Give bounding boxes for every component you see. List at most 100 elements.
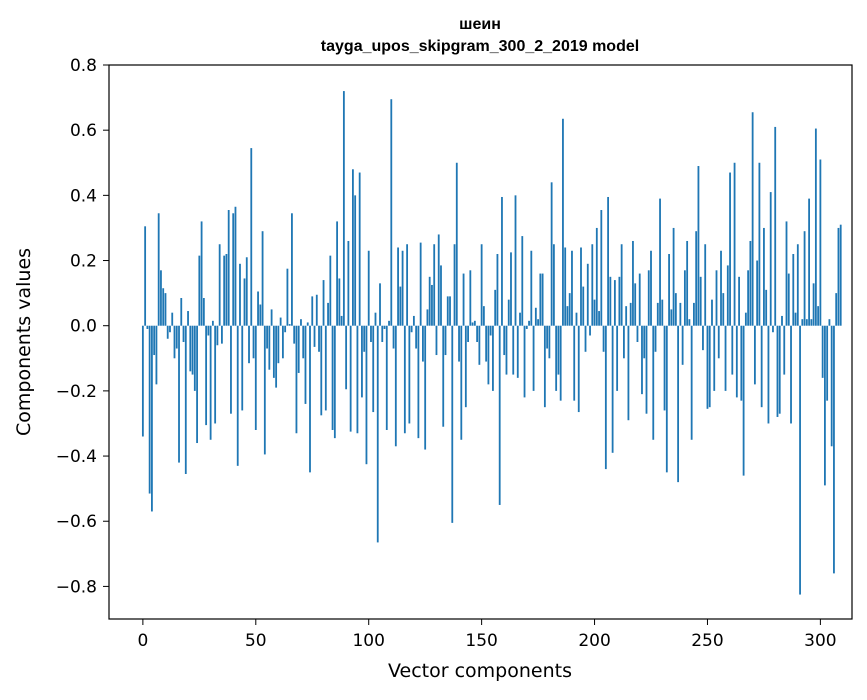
bar-117 [406, 244, 409, 326]
bar-74 [309, 325, 311, 473]
bar-25 [198, 255, 201, 326]
bar-12 [169, 325, 171, 333]
bar-187 [564, 247, 567, 326]
bar-245 [695, 231, 698, 326]
bar-238 [679, 302, 682, 326]
bar-97 [361, 325, 363, 398]
bar-67 [293, 325, 296, 344]
bar-128 [431, 284, 433, 326]
bar-100 [367, 250, 370, 326]
bar-166 [516, 325, 519, 378]
bar-64 [286, 268, 289, 326]
bar-209 [613, 280, 616, 326]
bar-173 [532, 325, 535, 391]
bar-60 [277, 325, 280, 364]
bar-207 [609, 276, 612, 326]
bar-160 [503, 325, 506, 356]
bar-131 [437, 234, 440, 326]
bar-42 [236, 325, 239, 466]
bar-114 [399, 286, 402, 326]
bar-213 [623, 325, 625, 359]
bar-257 [722, 293, 725, 326]
bar-115 [401, 250, 404, 326]
y-tick-label-6: 0.4 [70, 186, 97, 206]
bar-68 [295, 325, 298, 434]
bar-197 [586, 263, 589, 326]
bar-194 [580, 247, 582, 326]
bar-65 [288, 324, 291, 326]
bar-284 [783, 325, 786, 375]
bar-39 [230, 325, 232, 414]
bar-181 [550, 182, 553, 326]
bar-182 [552, 244, 555, 326]
bar-134 [444, 325, 447, 356]
bar-206 [607, 196, 609, 326]
bar-260 [729, 172, 731, 326]
bar-11 [166, 325, 169, 339]
bar-281 [776, 325, 779, 417]
y-axis-ticks: −0.8 −0.6 −0.4 −0.2 0.0 0.2 0.4 0.6 0.8 [56, 56, 109, 597]
bar-22 [191, 325, 194, 375]
bar-8 [160, 270, 162, 326]
bar-172 [530, 250, 533, 326]
bar-76 [313, 325, 316, 347]
bar-119 [410, 325, 413, 333]
bar-167 [519, 312, 521, 326]
bar-145 [469, 270, 472, 326]
bar-61 [279, 317, 282, 326]
bar-32 [214, 325, 217, 424]
bar-244 [693, 302, 695, 326]
bar-263 [735, 325, 738, 398]
bar-103 [374, 312, 377, 326]
bar-0 [141, 325, 144, 437]
bar-18 [182, 325, 185, 342]
bar-26 [200, 221, 203, 326]
bar-222 [643, 325, 646, 359]
bar-121 [415, 325, 418, 349]
bar-184 [557, 325, 560, 375]
bar-152 [485, 325, 488, 362]
bar-47 [248, 325, 250, 364]
bar-99 [365, 325, 368, 465]
bar-116 [403, 325, 406, 434]
bar-91 [347, 240, 350, 326]
bar-300 [819, 159, 822, 326]
bar-179 [546, 325, 549, 349]
x-tick-label-1: 50 [245, 631, 267, 651]
bar-226 [652, 325, 655, 440]
bar-137 [451, 325, 454, 523]
bar-192 [575, 312, 578, 326]
bar-227 [654, 325, 657, 352]
chart-title-line1: шеин [459, 16, 501, 33]
bar-293 [803, 231, 806, 326]
bar-28 [205, 325, 208, 426]
bar-4 [151, 325, 153, 512]
bar-162 [507, 299, 510, 326]
bar-66 [291, 213, 293, 326]
bar-180 [548, 325, 551, 359]
bar-107 [383, 325, 386, 329]
bar-30 [209, 325, 212, 440]
bar-168 [521, 236, 524, 326]
bar-82 [327, 302, 329, 326]
bar-202 [598, 311, 600, 326]
bar-120 [412, 315, 415, 326]
bar-258 [724, 325, 727, 391]
bar-242 [688, 319, 691, 326]
bar-2 [146, 325, 149, 329]
bar-210 [616, 325, 619, 391]
bar-259 [726, 265, 729, 326]
bar-113 [397, 247, 399, 326]
bar-85 [333, 325, 336, 439]
bar-157 [496, 254, 499, 326]
bar-130 [435, 325, 438, 356]
bar-159 [501, 196, 503, 326]
bar-183 [555, 325, 558, 391]
bar-54 [263, 325, 266, 455]
x-axis-ticks: 0 50 100 150 200 250 300 [137, 619, 837, 651]
bar-285 [785, 221, 788, 326]
bar-247 [699, 276, 702, 326]
bar-225 [650, 250, 652, 326]
bar-221 [641, 325, 643, 395]
